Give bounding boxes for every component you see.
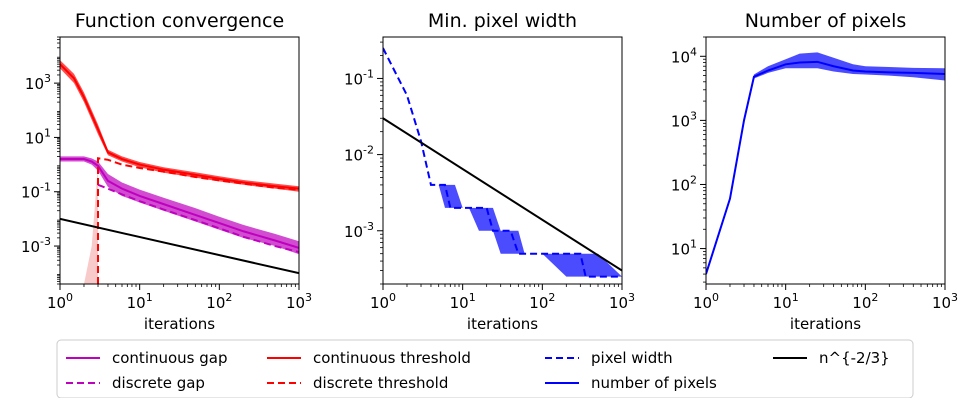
x-tick-label: 100 <box>693 291 719 312</box>
x-axis-label: iterations <box>144 315 215 333</box>
axes-frame <box>382 36 623 285</box>
legend-item-pixel-width: pixel width <box>545 349 673 367</box>
legend-label: pixel width <box>591 349 673 367</box>
panels: 100 101 102 103 10-3 10-1 101 103 Function conve… <box>21 10 958 333</box>
legend: continuous gap discrete gap continuous thr… <box>56 339 914 398</box>
x-tick-label: 103 <box>609 291 635 312</box>
legend-label: n^{-2/3} <box>819 349 890 367</box>
discrete-threshold-line <box>97 157 299 284</box>
legend-item-n-2-3: n^{-2/3} <box>773 349 890 367</box>
extra-band-0 <box>83 159 99 284</box>
chart-title: Function convergence <box>75 10 284 32</box>
y-tick-label: 101 <box>671 238 697 259</box>
continuous-threshold-line <box>60 63 299 190</box>
axes-frame <box>59 36 300 285</box>
panel-min-pixel-width: 100 101 102 103 10-3 10-2 10-1 Min. pixel width… <box>344 10 635 333</box>
x-tick-label: 101 <box>127 291 153 312</box>
x-tick-label: 102 <box>206 291 232 312</box>
plot-area <box>383 47 622 278</box>
pixel-width-band <box>383 48 622 277</box>
panel-function-convergence: 100 101 102 103 10-3 10-1 101 103 Function conve… <box>21 10 312 333</box>
y-tick-label: 104 <box>671 45 697 66</box>
legend-label: discrete threshold <box>313 374 448 392</box>
y-tick-label: 10-1 <box>344 67 374 88</box>
x-tick-label: 101 <box>450 291 476 312</box>
discrete-gap-line <box>97 183 299 254</box>
x-tick-label: 102 <box>852 291 878 312</box>
y-tick-label: 103 <box>25 72 51 93</box>
n-2-3-line <box>383 117 622 272</box>
chart-title: Number of pixels <box>745 10 907 32</box>
x-axis-label: iterations <box>790 315 861 333</box>
legend-label: discrete gap <box>112 374 205 392</box>
legend-label: number of pixels <box>591 374 717 392</box>
y-tick-label: 103 <box>671 109 697 130</box>
chart-title: Min. pixel width <box>428 10 577 32</box>
legend-item-discrete-gap: discrete gap <box>66 374 205 392</box>
number-of-pixels-band <box>706 52 945 275</box>
y-tick-label: 10-2 <box>344 144 374 165</box>
x-tick-label: 103 <box>932 291 958 312</box>
legend-item-continuous-gap: continuous gap <box>66 349 228 367</box>
continuous-gap-line <box>60 158 299 249</box>
x-axis-label: iterations <box>467 315 538 333</box>
y-tick-label: 10-3 <box>344 220 374 241</box>
x-tick-label: 102 <box>529 291 555 312</box>
x-tick-label: 103 <box>286 291 312 312</box>
x-tick-label: 100 <box>370 291 396 312</box>
legend-item-number-of-pixels: number of pixels <box>545 374 717 392</box>
plot-area <box>60 60 299 284</box>
number-of-pixels-line <box>706 60 945 275</box>
legend-label: continuous gap <box>112 349 228 367</box>
y-tick-label: 101 <box>25 126 51 147</box>
n-2-3-line <box>60 217 299 275</box>
y-tick-label: 10-3 <box>21 235 51 256</box>
plot-area <box>706 52 945 275</box>
axes-frame <box>705 36 946 285</box>
x-tick-label: 101 <box>773 291 799 312</box>
panel-number-of-pixels: 100 101 102 103 101 102 103 104 Number of pixels… <box>671 10 958 333</box>
legend-item-discrete-threshold: discrete threshold <box>267 374 448 392</box>
y-tick-label: 102 <box>671 173 697 194</box>
legend-item-continuous-threshold: continuous threshold <box>267 349 471 367</box>
y-tick-label: 10-1 <box>21 181 51 202</box>
legend-label: continuous threshold <box>313 349 471 367</box>
x-tick-label: 100 <box>47 291 73 312</box>
